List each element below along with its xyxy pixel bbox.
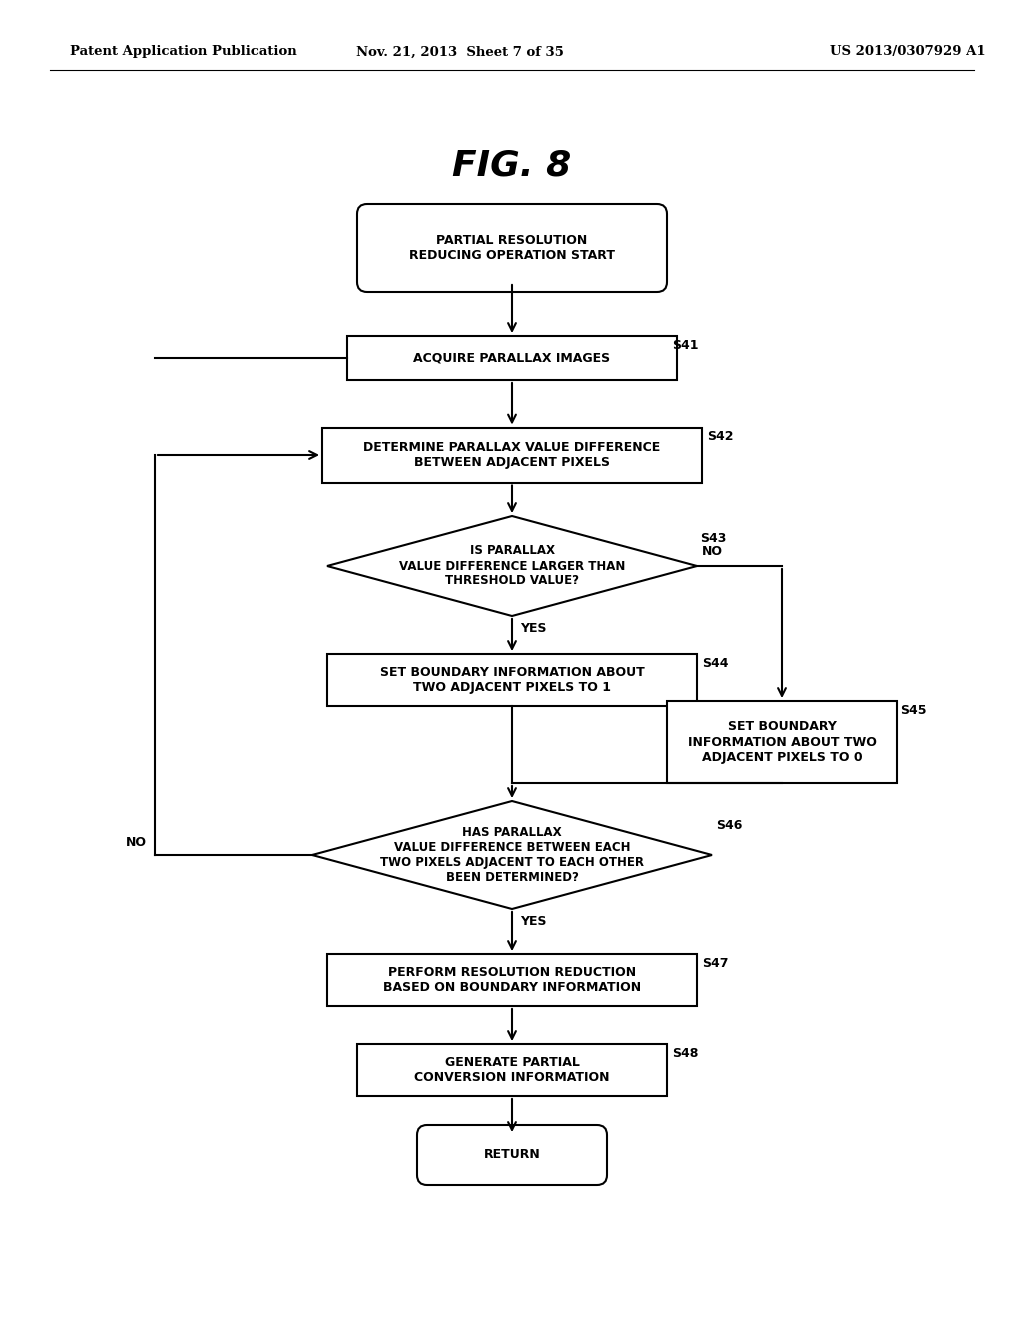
Text: S43: S43 bbox=[700, 532, 726, 545]
Bar bbox=[347, 337, 677, 380]
Text: S48: S48 bbox=[672, 1047, 698, 1060]
Text: US 2013/0307929 A1: US 2013/0307929 A1 bbox=[830, 45, 986, 58]
Text: S45: S45 bbox=[900, 704, 927, 717]
Text: ACQUIRE PARALLAX IMAGES: ACQUIRE PARALLAX IMAGES bbox=[414, 351, 610, 364]
Polygon shape bbox=[312, 801, 712, 909]
Text: Nov. 21, 2013  Sheet 7 of 35: Nov. 21, 2013 Sheet 7 of 35 bbox=[356, 45, 564, 58]
Text: RETURN: RETURN bbox=[483, 1148, 541, 1162]
FancyBboxPatch shape bbox=[357, 205, 667, 292]
Text: Patent Application Publication: Patent Application Publication bbox=[70, 45, 297, 58]
Text: PARTIAL RESOLUTION
REDUCING OPERATION START: PARTIAL RESOLUTION REDUCING OPERATION ST… bbox=[409, 234, 615, 261]
Text: PERFORM RESOLUTION REDUCTION
BASED ON BOUNDARY INFORMATION: PERFORM RESOLUTION REDUCTION BASED ON BO… bbox=[383, 966, 641, 994]
Bar bbox=[327, 954, 697, 1006]
Text: GENERATE PARTIAL
CONVERSION INFORMATION: GENERATE PARTIAL CONVERSION INFORMATION bbox=[415, 1056, 609, 1084]
Text: S42: S42 bbox=[707, 430, 733, 444]
Text: DETERMINE PARALLAX VALUE DIFFERENCE
BETWEEN ADJACENT PIXELS: DETERMINE PARALLAX VALUE DIFFERENCE BETW… bbox=[364, 441, 660, 469]
Text: S46: S46 bbox=[716, 818, 742, 832]
Bar bbox=[667, 701, 897, 783]
Text: SET BOUNDARY
INFORMATION ABOUT TWO
ADJACENT PIXELS TO 0: SET BOUNDARY INFORMATION ABOUT TWO ADJAC… bbox=[687, 721, 877, 763]
Text: S41: S41 bbox=[672, 339, 698, 352]
Text: HAS PARALLAX
VALUE DIFFERENCE BETWEEN EACH
TWO PIXELS ADJACENT TO EACH OTHER
BEE: HAS PARALLAX VALUE DIFFERENCE BETWEEN EA… bbox=[380, 826, 644, 884]
Text: S44: S44 bbox=[702, 657, 728, 671]
Bar bbox=[357, 1044, 667, 1096]
Text: S47: S47 bbox=[702, 957, 728, 970]
Polygon shape bbox=[327, 516, 697, 616]
Text: IS PARALLAX
VALUE DIFFERENCE LARGER THAN
THRESHOLD VALUE?: IS PARALLAX VALUE DIFFERENCE LARGER THAN… bbox=[398, 544, 626, 587]
Text: SET BOUNDARY INFORMATION ABOUT
TWO ADJACENT PIXELS TO 1: SET BOUNDARY INFORMATION ABOUT TWO ADJAC… bbox=[380, 667, 644, 694]
Bar bbox=[327, 653, 697, 706]
Text: YES: YES bbox=[520, 622, 547, 635]
Text: NO: NO bbox=[126, 836, 147, 849]
Bar bbox=[322, 428, 702, 483]
FancyBboxPatch shape bbox=[417, 1125, 607, 1185]
Text: NO: NO bbox=[702, 545, 723, 558]
Text: YES: YES bbox=[520, 915, 547, 928]
Text: FIG. 8: FIG. 8 bbox=[453, 148, 571, 182]
